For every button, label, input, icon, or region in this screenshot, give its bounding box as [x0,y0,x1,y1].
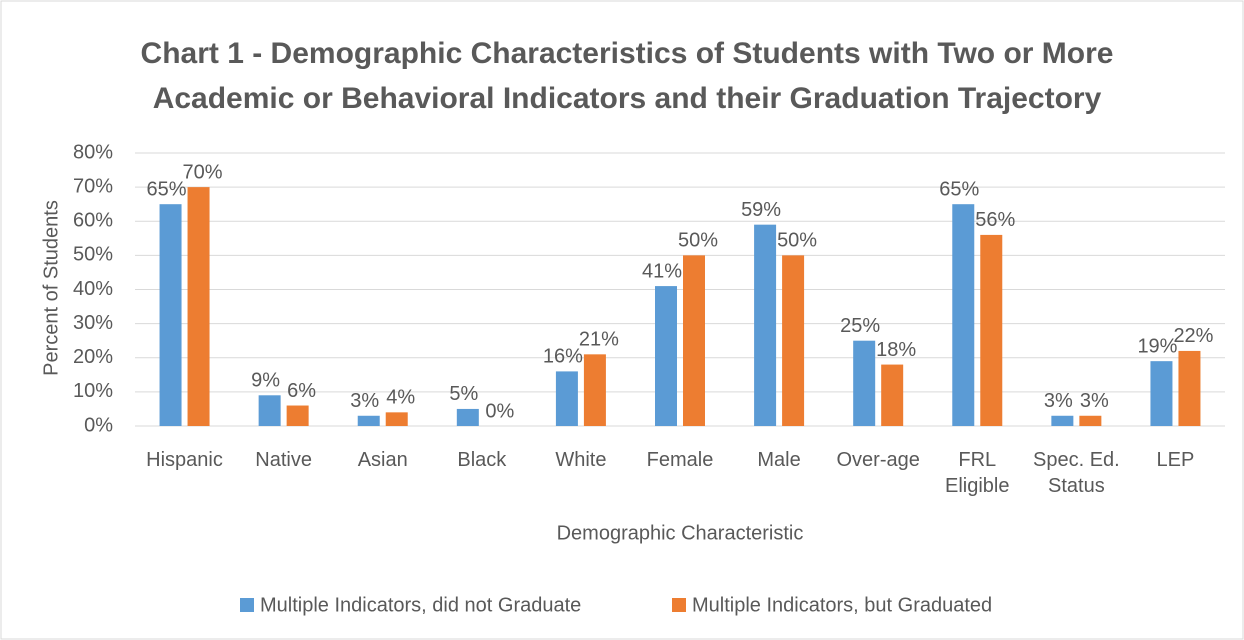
bar [782,255,805,426]
data-label: 22% [1173,325,1213,347]
bar [1150,361,1173,426]
legend-label: Multiple Indicators, but Graduated [692,594,992,616]
y-tick-label: 40% [73,278,113,300]
bar [385,412,408,426]
bar [1079,415,1102,426]
bar [980,234,1003,426]
y-tick-label: 0% [84,414,113,436]
x-tick-label: Spec. Ed. Status [1033,449,1120,497]
bar [655,286,677,426]
data-label: 18% [876,339,916,361]
bar [357,415,380,426]
data-label: 6% [287,380,316,402]
bar [952,204,975,426]
bar [456,408,479,426]
y-axis-label: Percent of Students [40,200,62,376]
y-tick-label: 50% [73,244,113,266]
data-label: 50% [678,230,718,252]
bar [555,371,578,426]
bar [853,340,876,426]
x-tick-label: Female [646,449,714,471]
bar [754,224,777,426]
data-label: 56% [975,209,1015,231]
data-label: 3% [1044,390,1073,412]
data-label: 65% [939,178,979,200]
data-label: 3% [350,390,379,412]
x-tick-label: LEP [1156,449,1195,471]
y-tick-label: 70% [73,175,113,197]
bar [583,354,606,426]
y-tick-label: 20% [73,346,113,368]
y-tick-label: 80% [73,141,113,163]
legend-label: Multiple Indicators, did not Graduate [260,594,581,616]
bar [159,204,182,426]
x-tick-label: Asian [357,449,408,471]
data-label: 41% [642,260,682,282]
bar [881,364,904,426]
bar [1051,415,1074,426]
data-label: 50% [777,230,817,252]
x-tick-label: Over-age [836,449,920,471]
x-tick-label: Hispanic [146,449,223,471]
y-tick-label: 10% [73,380,113,402]
legend-swatch [672,598,686,612]
chart-title: Academic or Behavioral Indicators and th… [153,82,1102,115]
chart-title: Chart 1 - Demographic Characteristics of… [141,37,1114,70]
x-tick-label: Male [757,449,801,471]
x-tick-label: White [555,449,607,471]
data-label: 70% [183,161,223,183]
bar [286,405,309,426]
data-label: 9% [251,370,280,392]
data-label: 0% [485,400,514,422]
x-tick-label: Native [255,449,312,471]
x-axis-label: Demographic Characteristic [557,522,804,544]
bar [258,395,281,426]
data-label: 16% [543,346,583,368]
y-tick-label: 30% [73,312,113,334]
data-label: 4% [386,387,415,409]
legend-swatch [240,598,254,612]
data-label: 3% [1080,390,1109,412]
bar [1178,350,1201,426]
data-label: 25% [840,315,880,337]
data-label: 5% [449,383,478,405]
data-label: 19% [1137,335,1177,357]
x-tick-label: FRL Eligible [945,449,1010,497]
y-tick-label: 60% [73,210,113,232]
bar [187,187,210,426]
bar [683,255,705,426]
data-label: 65% [147,178,187,200]
x-tick-label: Black [457,449,507,471]
data-label: 21% [579,329,619,351]
data-label: 59% [741,199,781,221]
